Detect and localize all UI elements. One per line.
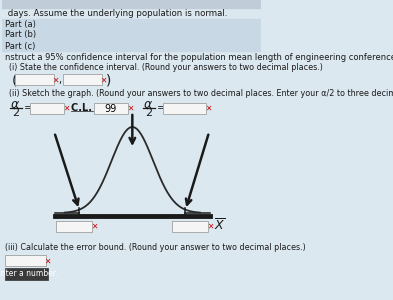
- Bar: [2, 30, 261, 40]
- Text: (: (: [11, 73, 17, 87]
- Text: ✕: ✕: [63, 103, 69, 112]
- Text: (i) State the confidence interval. (Round your answers to two decimal places.): (i) State the confidence interval. (Roun…: [9, 64, 323, 73]
- Text: ✕: ✕: [52, 76, 59, 85]
- Text: ✕: ✕: [90, 221, 97, 230]
- Text: ✕: ✕: [205, 103, 211, 112]
- Text: =: =: [24, 103, 33, 113]
- Bar: [2, 41, 261, 51]
- Bar: [2, 19, 261, 29]
- Text: days. Assume the underlying population is normal.: days. Assume the underlying population i…: [5, 8, 227, 17]
- Bar: [94, 103, 128, 114]
- Text: Enter a number.: Enter a number.: [0, 269, 57, 278]
- Bar: [163, 103, 206, 114]
- Bar: [30, 103, 64, 114]
- Text: C.L. =: C.L. =: [72, 103, 104, 113]
- Text: $\alpha$: $\alpha$: [143, 98, 154, 110]
- Text: (ii) Sketch the graph. (Round your answers to two decimal places. Enter your α/2: (ii) Sketch the graph. (Round your answe…: [9, 88, 393, 98]
- Bar: [172, 221, 208, 232]
- Text: 99: 99: [105, 103, 117, 113]
- Text: Part (c): Part (c): [5, 41, 35, 50]
- Text: ,: ,: [58, 75, 61, 85]
- Text: ✕: ✕: [44, 256, 51, 266]
- Text: Part (a): Part (a): [5, 20, 36, 28]
- Bar: [15, 74, 53, 85]
- Text: nstruct a 95% confidence interval for the population mean length of engineering : nstruct a 95% confidence interval for th…: [5, 53, 393, 62]
- Bar: [5, 255, 46, 266]
- Text: ✕: ✕: [207, 221, 214, 230]
- Text: ): ): [106, 73, 112, 87]
- Bar: [55, 221, 92, 232]
- Text: ✕: ✕: [127, 103, 133, 112]
- Bar: [63, 74, 102, 85]
- Text: $\alpha$: $\alpha$: [10, 98, 20, 110]
- Text: =: =: [157, 103, 166, 113]
- Text: $\overline{X}$: $\overline{X}$: [215, 218, 226, 234]
- Text: Part (b): Part (b): [5, 31, 36, 40]
- Bar: [5, 268, 48, 280]
- Text: (iii) Calculate the error bound. (Round your answer to two decimal places.): (iii) Calculate the error bound. (Round …: [5, 244, 305, 253]
- Text: ✕: ✕: [101, 76, 107, 85]
- Text: 2: 2: [12, 108, 19, 118]
- Text: 2: 2: [145, 108, 152, 118]
- Bar: [2, 0, 261, 8]
